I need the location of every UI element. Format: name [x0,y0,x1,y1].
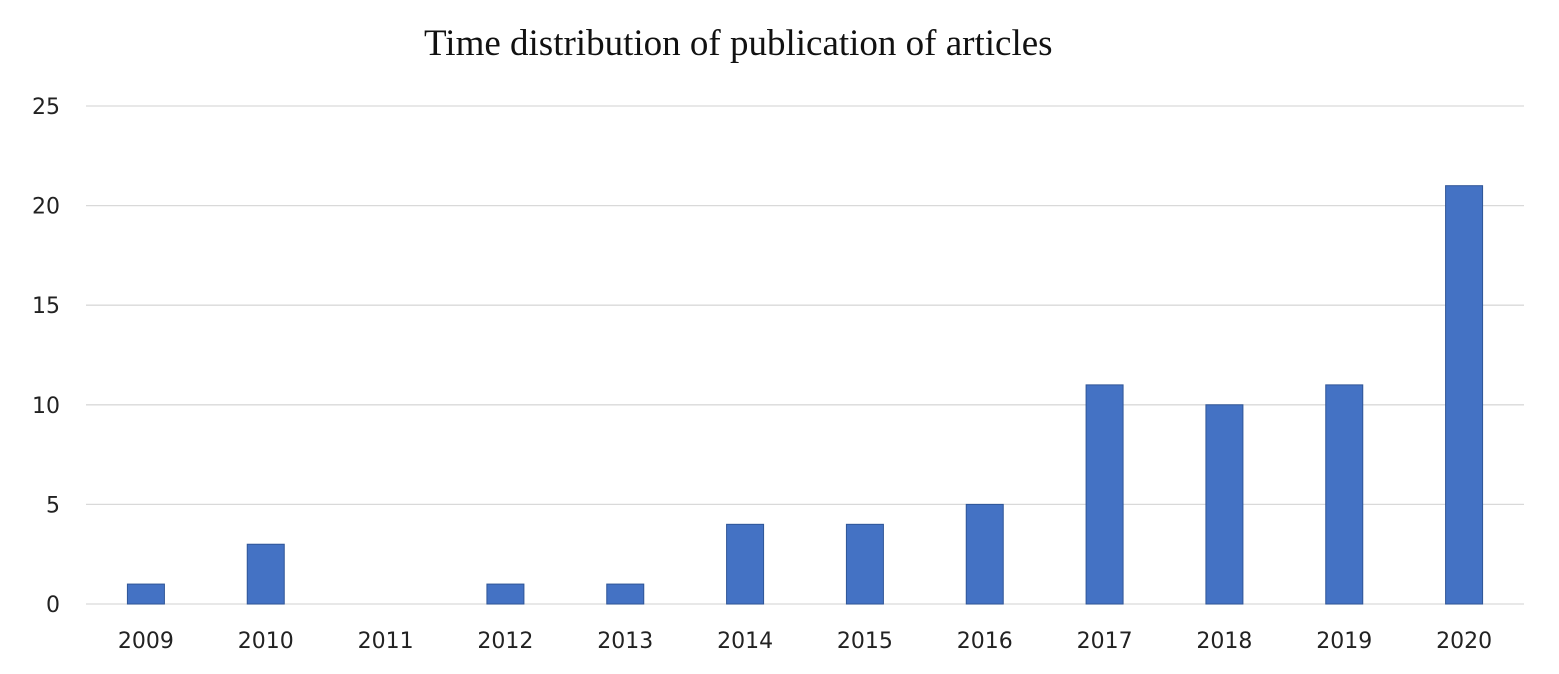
bar-2012 [486,583,525,605]
x-tick-label: 2012 [477,629,533,654]
y-tick-label: 0 [46,593,60,618]
x-tick-label: 2020 [1436,629,1492,654]
y-tick-label: 5 [46,493,60,518]
bar-2013 [606,583,645,605]
x-tick-label: 2018 [1196,629,1252,654]
chart-title: Time distribution of publication of arti… [424,23,1053,64]
y-tick-label: 20 [32,195,60,220]
x-tick-label: 2009 [118,629,174,654]
x-tick-label: 2019 [1316,629,1372,654]
x-tick-label: 2016 [957,629,1013,654]
bar-2016 [965,503,1004,605]
x-tick-label: 2011 [358,629,414,654]
bar-2018 [1205,404,1244,605]
y-tick-label: 15 [32,294,60,319]
x-tick-label: 2014 [717,629,773,654]
x-tick-label: 2010 [238,629,294,654]
y-tick-label: 10 [32,394,60,419]
bar-2014 [726,523,765,605]
bar-2017 [1085,384,1124,605]
x-tick-label: 2017 [1077,629,1133,654]
x-tick-labels: 2009 2010 2011 2012 2013 2014 2015 2016 2017 2018… [118,629,1492,654]
bar-2020 [1445,185,1484,605]
x-tick-label: 2015 [837,629,893,654]
y-tick-labels: 0 5 10 15 20 25 [32,95,60,618]
bar-2019 [1325,384,1364,605]
x-tick-label: 2013 [597,629,653,654]
gridlines [86,105,1524,605]
y-tick-label: 25 [32,95,60,120]
bars [126,185,1484,605]
bar-2009 [126,583,165,605]
bar-2010 [246,543,285,605]
bar-2015 [845,523,884,605]
